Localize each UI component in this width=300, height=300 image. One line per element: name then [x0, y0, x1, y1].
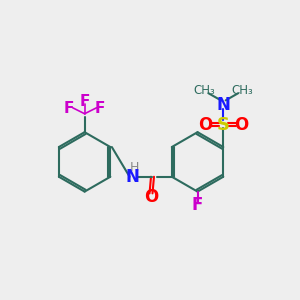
Text: CH₃: CH₃ — [193, 84, 215, 97]
Text: F: F — [95, 101, 105, 116]
Text: O: O — [198, 116, 212, 134]
Text: N: N — [216, 95, 230, 113]
Text: F: F — [80, 94, 90, 109]
Text: F: F — [64, 101, 74, 116]
Text: N: N — [126, 168, 140, 186]
Text: CH₃: CH₃ — [232, 84, 253, 97]
Text: F: F — [192, 196, 203, 214]
Text: H: H — [129, 161, 139, 174]
Text: S: S — [217, 116, 230, 134]
Text: O: O — [235, 116, 249, 134]
Text: O: O — [145, 188, 159, 206]
